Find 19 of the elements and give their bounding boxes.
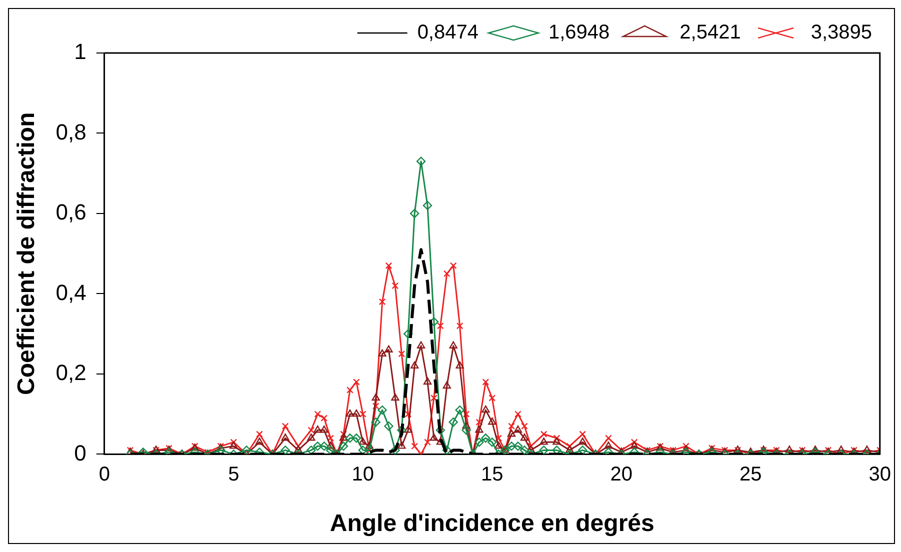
y-tick-label: 1 — [74, 39, 86, 64]
legend-label: 0,8474 — [417, 22, 478, 44]
x-tick-label: 15 — [481, 464, 504, 486]
x-tick-label: 30 — [868, 464, 891, 486]
legend-label: 2,5421 — [680, 22, 741, 44]
legend-label: 1,6948 — [548, 22, 610, 44]
x-tick-label: 5 — [228, 464, 240, 486]
y-tick-label: 0,8 — [56, 119, 86, 144]
y-tick-label: 0,2 — [56, 360, 86, 386]
x-axis-title: Angle d'incidence en degrés — [330, 510, 654, 538]
y-tick-label: 0,4 — [56, 280, 86, 305]
x-tick-label: 10 — [352, 464, 374, 486]
x-tick-label: 20 — [610, 464, 633, 486]
y-tick-label: 0 — [74, 440, 86, 466]
x-tick-label: 25 — [740, 464, 762, 486]
y-tick-label: 0,6 — [56, 200, 86, 225]
y-axis-title: Coefficient de diffraction — [13, 112, 40, 395]
legend-label: 3,3895 — [810, 22, 872, 44]
x-tick-label: 0 — [98, 464, 110, 486]
